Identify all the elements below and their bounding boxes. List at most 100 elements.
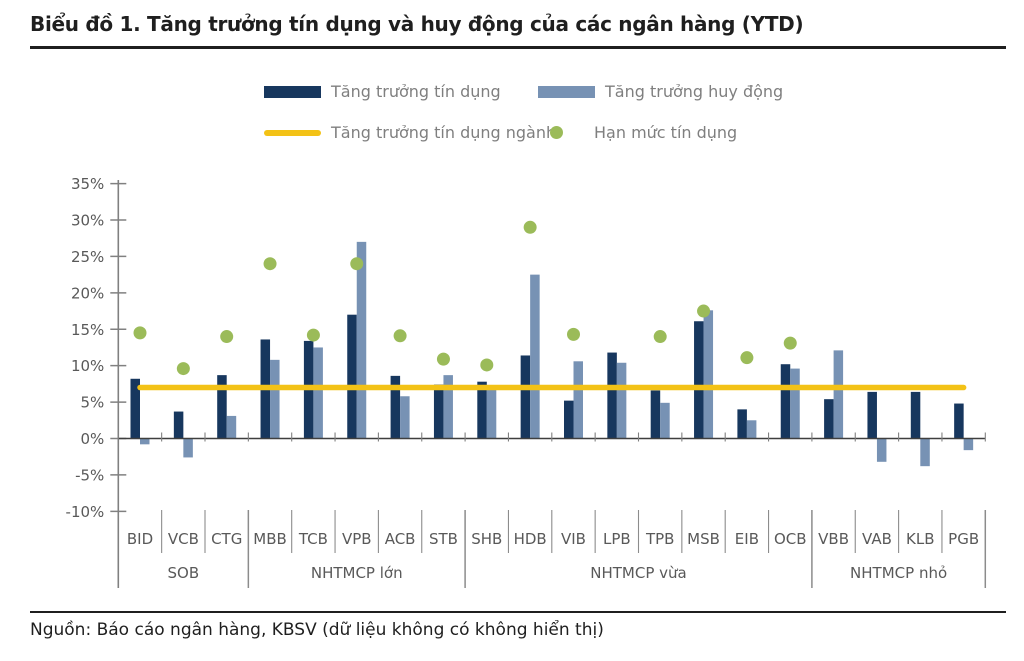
bar-credit-VIB	[564, 400, 574, 439]
bar-credit-CTG	[217, 375, 227, 439]
bar-credit-BID	[130, 378, 140, 439]
bar-deposit-TPB	[660, 402, 670, 439]
bar-credit-HDB	[520, 355, 531, 439]
x-axis-label: VCB	[168, 530, 199, 548]
x-axis-label: EIB	[735, 530, 759, 548]
bar-deposit-EIB	[746, 420, 757, 439]
group-label: NHTMCP nhỏ	[850, 564, 947, 582]
y-axis-label: 20%	[71, 284, 104, 302]
bank-growth-bar-chart: 35% 30% 25% 20% 15% 10% 5% 0% -5% -10% BID VCB CTG MB…	[66, 175, 987, 588]
chart-legend: Tăng trưởng tín dụng Tăng trưởng huy độn…	[0, 0, 1024, 160]
x-axis-label: HDB	[514, 530, 547, 548]
y-axis-label: 0%	[81, 430, 105, 448]
x-axis-label: ACB	[385, 530, 416, 548]
bar-credit-OCB	[780, 364, 791, 439]
x-axis-label: SHB	[471, 530, 502, 548]
x-axis-label: MSB	[687, 530, 720, 548]
x-axis-label: TCB	[298, 530, 328, 548]
bar-deposit-MSB	[703, 310, 714, 439]
limit-dot-TCB	[306, 328, 320, 342]
x-axis-label: CTG	[211, 530, 242, 548]
bar-credit-LPB	[607, 352, 617, 439]
bar-deposit-HDB	[530, 274, 540, 439]
bar-deposit-SHB	[486, 386, 497, 439]
y-axis-label: -5%	[75, 466, 104, 484]
x-axis-label: PGB	[948, 530, 979, 548]
bar-deposit-VCB	[183, 438, 193, 458]
bar-credit-VAB	[867, 391, 877, 439]
bar-deposit-BID	[140, 438, 150, 445]
limit-dot-STB	[436, 352, 450, 366]
bar-deposit-OCB	[790, 368, 800, 439]
deposit-bar-swatch-icon	[538, 85, 595, 98]
bar-deposit-VPB	[356, 241, 367, 439]
credit-bar-swatch-icon	[264, 85, 321, 98]
bar-credit-VBB	[824, 399, 834, 439]
group-label: NHTMCP lớn	[311, 564, 403, 582]
bar-credit-VPB	[347, 314, 357, 439]
bar-deposit-LPB	[616, 362, 627, 439]
y-axis-label: 5%	[81, 394, 105, 412]
x-axis-label: OCB	[774, 530, 807, 548]
x-axis-label: BID	[127, 530, 153, 548]
bar-deposit-VIB	[573, 361, 583, 439]
bar-deposit-ACB	[400, 396, 410, 439]
limit-dot-HDB	[523, 220, 537, 234]
footer-divider	[30, 611, 1006, 613]
limit-dot-CTG	[220, 330, 234, 344]
bar-credit-TPB	[650, 390, 661, 439]
limit-dot-ACB	[393, 329, 407, 343]
limit-dot-VPB	[350, 257, 364, 271]
limit-dot-MSB	[697, 304, 711, 318]
y-axis-label: -10%	[66, 503, 105, 521]
limit-dot-BID	[133, 326, 147, 340]
limit-dot-MBB	[263, 257, 277, 271]
bar-deposit-MBB	[270, 359, 280, 439]
x-axis-label: MBB	[253, 530, 287, 548]
y-axis-label: 25%	[71, 248, 104, 266]
x-axis-label: LPB	[603, 530, 631, 548]
bar-deposit-STB	[443, 375, 453, 439]
bar-credit-EIB	[737, 409, 747, 439]
bar-credit-STB	[433, 384, 444, 439]
bar-credit-ACB	[390, 375, 401, 439]
source-note: Nguồn: Báo cáo ngân hàng, KBSV (dữ liệu …	[30, 620, 604, 640]
bar-deposit-VAB	[876, 438, 887, 462]
x-axis-label: KLB	[906, 530, 934, 548]
legend-item-credit-limit: Hạn mức tín dụng	[550, 123, 737, 142]
group-label: NHTMCP vừa	[590, 564, 686, 582]
bar-deposit-PGB	[963, 438, 974, 451]
bar-credit-SHB	[477, 381, 487, 439]
bar-credit-MSB	[694, 321, 704, 439]
bar-deposit-TCB	[313, 347, 323, 439]
x-axis-label: TPB	[645, 530, 675, 548]
limit-dot-TPB	[653, 330, 667, 344]
bar-deposit-VBB	[833, 350, 844, 439]
legend-item-credit: Tăng trưởng tín dụng	[264, 82, 501, 101]
legend-item-deposit: Tăng trưởng huy động	[538, 82, 783, 101]
bar-credit-PGB	[954, 403, 964, 439]
legend-item-industry-line: Tăng trưởng tín dụng ngành	[264, 123, 556, 142]
title-divider	[30, 46, 1006, 49]
limit-dot-VIB	[567, 327, 580, 341]
bar-credit-VCB	[173, 411, 184, 439]
bar-deposit-CTG	[226, 415, 237, 439]
y-axis-label: 10%	[71, 357, 104, 375]
bar-credit-KLB	[910, 391, 921, 439]
limit-dot-EIB	[740, 351, 754, 365]
y-axis-label: 15%	[71, 321, 104, 339]
industry-line-swatch-icon	[264, 129, 321, 136]
group-label: SOB	[168, 564, 200, 582]
x-axis-label: VBB	[818, 530, 849, 548]
x-axis-label: VPB	[342, 530, 372, 548]
bar-deposit-KLB	[920, 438, 930, 467]
x-axis-label: VAB	[862, 530, 892, 548]
x-axis-label: STB	[429, 530, 458, 548]
y-axis-label: 35%	[71, 175, 104, 193]
legend-label-credit-limit: Hạn mức tín dụng	[594, 123, 738, 142]
limit-dot-SHB	[480, 358, 494, 372]
limit-dot-VCB	[176, 362, 190, 376]
legend-label-industry-line: Tăng trưởng tín dụng ngành	[331, 123, 557, 142]
limit-dot-OCB	[783, 336, 797, 350]
credit-limit-dot-icon	[550, 126, 563, 139]
